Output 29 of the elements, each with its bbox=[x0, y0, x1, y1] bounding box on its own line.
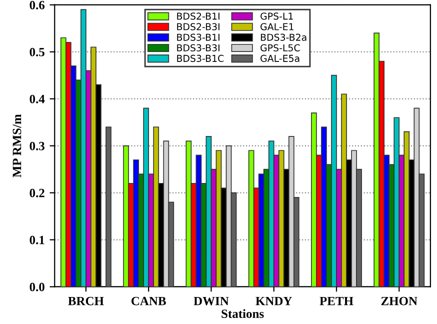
bar bbox=[186, 140, 192, 287]
legend-label: GAL-E5a bbox=[260, 54, 300, 62]
y-axis-title: MP RMS/m bbox=[12, 114, 22, 178]
y-tick-label: 0.5 bbox=[30, 48, 44, 56]
legend-label: GAL-E1 bbox=[260, 23, 294, 30]
legend-label: BDS3-B2a bbox=[260, 34, 306, 41]
legend-label: BDS2-B1I bbox=[177, 12, 220, 20]
legend-label: BDS3-B1I bbox=[177, 34, 220, 41]
y-tick-label: 0.3 bbox=[30, 142, 44, 150]
y-tick-label: 0.2 bbox=[30, 188, 44, 198]
y-tick-label: 0.0 bbox=[30, 282, 44, 292]
legend-label: BDS3-B3I bbox=[177, 44, 220, 52]
legend-label: GPS-L5C bbox=[260, 44, 300, 52]
bar bbox=[123, 145, 129, 287]
bar bbox=[311, 112, 317, 287]
x-axis-title: Stations bbox=[222, 309, 264, 318]
x-tick-label: ZHON bbox=[381, 296, 418, 306]
x-tick-label: KNDY bbox=[256, 296, 292, 306]
y-tick-label: 0.4 bbox=[30, 94, 45, 104]
x-tick-label: PETH bbox=[320, 296, 354, 306]
legend-label: BDS2-B3I bbox=[177, 23, 220, 30]
x-tick-label: BRCH bbox=[68, 296, 104, 306]
legend-label: GPS-L1 bbox=[260, 12, 293, 20]
x-tick-label: CANB bbox=[131, 296, 166, 306]
x-tick-label: DWIN bbox=[194, 296, 229, 306]
y-tick-label: 0.6 bbox=[30, 0, 45, 10]
y-tick-label: 0.1 bbox=[30, 236, 44, 244]
bar bbox=[106, 126, 112, 287]
legend-label: BDS3-B1C bbox=[177, 54, 224, 62]
